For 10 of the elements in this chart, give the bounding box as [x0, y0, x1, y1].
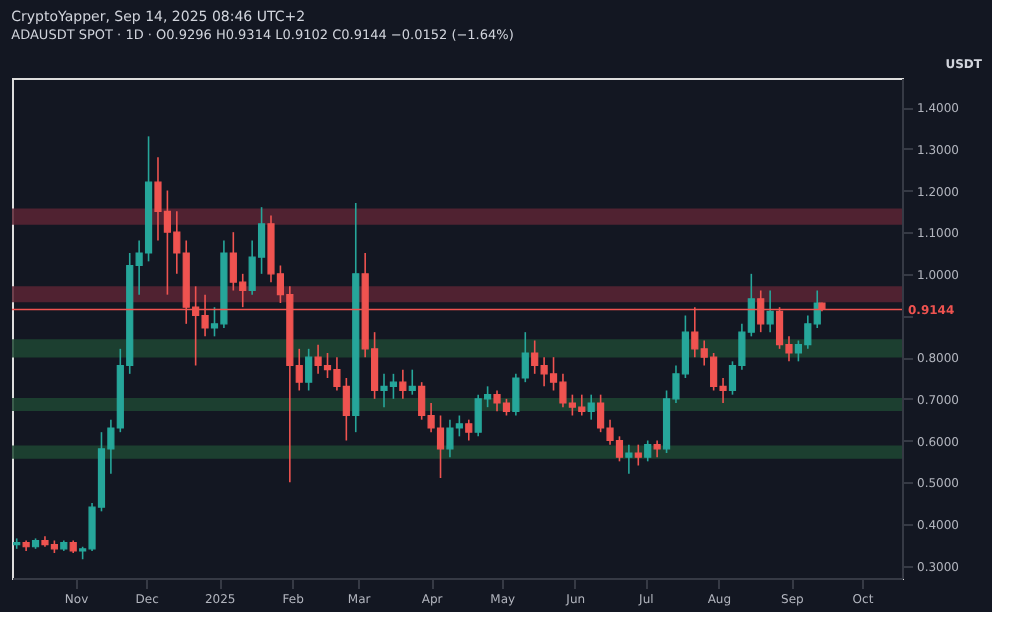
- candlestick: [305, 348, 313, 392]
- candlestick: [644, 439, 652, 463]
- candlestick: [766, 289, 774, 333]
- candlestick: [465, 418, 473, 442]
- candlestick: [399, 368, 407, 400]
- candlestick: [408, 368, 416, 396]
- candlestick: [625, 443, 633, 475]
- candlestick: [587, 393, 595, 421]
- candlestick: [634, 443, 642, 467]
- candlestick: [13, 537, 21, 550]
